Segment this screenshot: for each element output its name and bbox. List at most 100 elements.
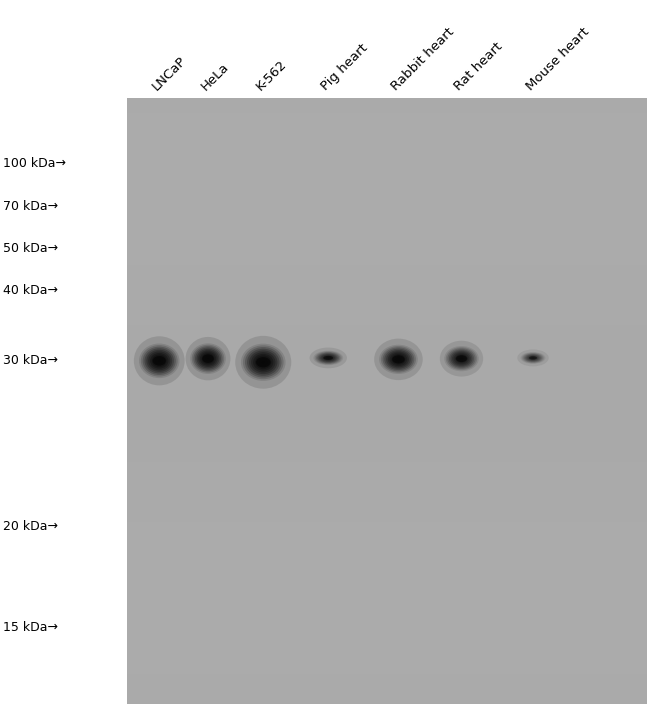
Ellipse shape <box>253 354 274 371</box>
Bar <box>127 401 647 416</box>
Ellipse shape <box>327 357 330 359</box>
Bar <box>127 598 647 613</box>
Bar <box>127 174 647 189</box>
Ellipse shape <box>456 355 467 362</box>
Ellipse shape <box>528 356 538 360</box>
Ellipse shape <box>309 348 347 368</box>
Bar <box>127 492 647 507</box>
Ellipse shape <box>153 356 166 366</box>
Text: Rabbit heart: Rabbit heart <box>389 25 457 93</box>
Ellipse shape <box>203 354 213 363</box>
Text: 100 kDa→: 100 kDa→ <box>3 157 66 170</box>
Ellipse shape <box>146 350 172 372</box>
Bar <box>127 310 647 325</box>
Ellipse shape <box>440 340 483 377</box>
Ellipse shape <box>194 346 222 371</box>
Text: 30 kDa→: 30 kDa→ <box>3 354 58 367</box>
Bar <box>127 295 647 310</box>
Bar <box>127 689 647 704</box>
Bar <box>127 129 647 144</box>
Ellipse shape <box>207 357 209 360</box>
Ellipse shape <box>447 348 476 369</box>
Ellipse shape <box>190 343 226 374</box>
Ellipse shape <box>313 351 343 365</box>
Ellipse shape <box>323 355 333 361</box>
Ellipse shape <box>152 354 166 367</box>
Ellipse shape <box>449 349 474 368</box>
Ellipse shape <box>521 352 545 364</box>
Bar <box>127 98 647 113</box>
Bar <box>127 98 647 704</box>
Bar <box>127 446 647 462</box>
Ellipse shape <box>249 351 278 374</box>
Bar <box>127 537 647 552</box>
Bar <box>127 583 647 598</box>
Bar <box>127 280 647 295</box>
Text: 70 kDa→: 70 kDa→ <box>3 200 58 213</box>
Ellipse shape <box>134 336 185 386</box>
Ellipse shape <box>322 354 335 362</box>
Ellipse shape <box>521 353 545 364</box>
Ellipse shape <box>247 348 280 376</box>
Ellipse shape <box>255 356 272 369</box>
Ellipse shape <box>186 337 231 380</box>
Ellipse shape <box>383 348 414 371</box>
Bar <box>127 477 647 492</box>
Ellipse shape <box>245 347 281 378</box>
Ellipse shape <box>155 358 163 364</box>
Ellipse shape <box>241 343 285 381</box>
Ellipse shape <box>530 357 536 359</box>
Ellipse shape <box>395 356 402 362</box>
Ellipse shape <box>251 352 276 372</box>
Ellipse shape <box>324 356 332 360</box>
Ellipse shape <box>261 361 265 364</box>
Ellipse shape <box>318 354 338 362</box>
Ellipse shape <box>527 355 539 361</box>
Ellipse shape <box>192 345 224 372</box>
Bar <box>127 219 647 234</box>
Ellipse shape <box>324 356 333 360</box>
Ellipse shape <box>157 359 161 362</box>
Ellipse shape <box>235 336 291 388</box>
Bar <box>127 507 647 523</box>
Ellipse shape <box>446 347 477 370</box>
Ellipse shape <box>526 355 540 361</box>
Bar <box>127 386 647 401</box>
Ellipse shape <box>389 353 408 366</box>
Ellipse shape <box>317 353 339 363</box>
Text: Mouse heart: Mouse heart <box>524 25 592 93</box>
Bar <box>127 113 647 129</box>
Bar <box>127 416 647 431</box>
Bar <box>127 144 647 158</box>
Ellipse shape <box>200 351 216 366</box>
Ellipse shape <box>393 356 404 363</box>
Bar <box>127 204 647 219</box>
Text: WWW.PTGLAB.COM: WWW.PTGLAB.COM <box>68 160 81 282</box>
Bar <box>127 568 647 583</box>
Ellipse shape <box>529 356 537 359</box>
Bar <box>127 265 647 280</box>
Ellipse shape <box>450 351 473 367</box>
Ellipse shape <box>143 347 176 375</box>
Ellipse shape <box>460 357 463 360</box>
Text: Rat heart: Rat heart <box>452 40 506 93</box>
Ellipse shape <box>455 354 468 363</box>
Ellipse shape <box>144 348 174 373</box>
Ellipse shape <box>391 354 406 364</box>
Bar <box>127 340 647 356</box>
Ellipse shape <box>202 354 214 363</box>
Ellipse shape <box>243 346 283 379</box>
Bar <box>127 658 647 674</box>
Text: 15 kDa→: 15 kDa→ <box>3 621 58 635</box>
Ellipse shape <box>524 354 542 362</box>
Ellipse shape <box>454 353 469 364</box>
Text: HeLa: HeLa <box>199 60 231 93</box>
Ellipse shape <box>139 343 179 378</box>
Text: 50 kDa→: 50 kDa→ <box>3 242 58 255</box>
Ellipse shape <box>458 356 465 361</box>
Bar <box>127 643 647 658</box>
Ellipse shape <box>315 351 342 364</box>
Bar <box>127 674 647 689</box>
Ellipse shape <box>259 359 267 366</box>
Ellipse shape <box>150 353 168 369</box>
